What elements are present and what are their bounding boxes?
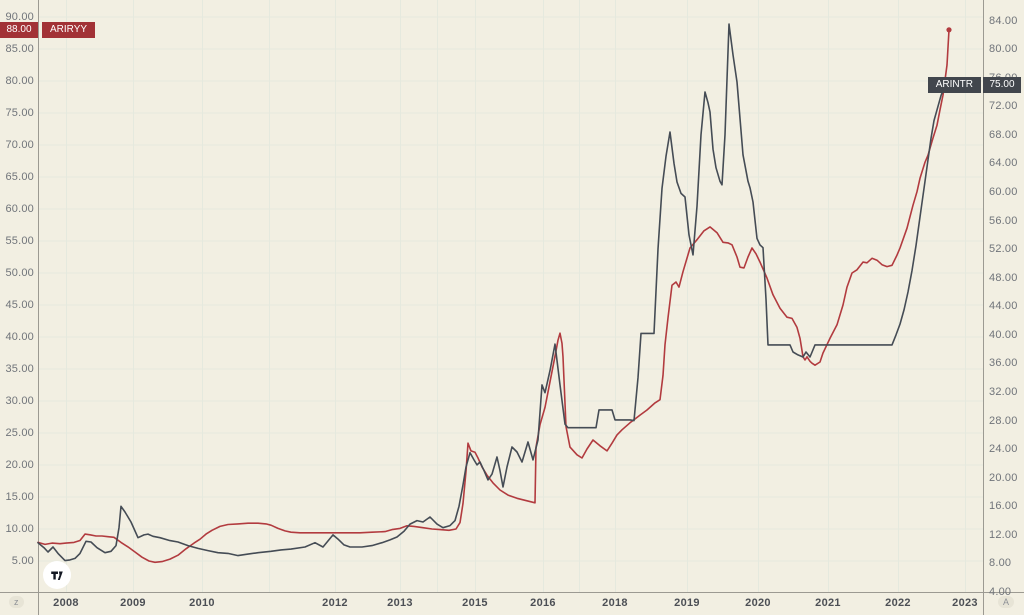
right-price-axis[interactable]: 84.0080.0076.0072.0068.0064.0060.0056.00… xyxy=(989,0,1024,598)
year-label[interactable]: 2013 xyxy=(387,597,413,609)
price-label: 90.00 xyxy=(5,11,34,23)
price-label: 24.00 xyxy=(989,443,1018,455)
price-label: 20.00 xyxy=(5,459,34,471)
arintr-price-badge[interactable]: 75.00 xyxy=(983,77,1021,93)
year-label[interactable]: 2022 xyxy=(885,597,911,609)
price-label: 36.00 xyxy=(989,357,1018,369)
price-label: 30.00 xyxy=(5,395,34,407)
tradingview-logo[interactable] xyxy=(43,561,71,589)
price-label: 55.00 xyxy=(5,235,34,247)
arintr-series-line[interactable] xyxy=(37,23,947,562)
price-label: 32.00 xyxy=(989,386,1018,398)
price-label: 48.00 xyxy=(989,272,1018,284)
price-label: 44.00 xyxy=(989,300,1018,312)
price-label: 16.00 xyxy=(989,500,1018,512)
price-label: 72.00 xyxy=(989,100,1018,112)
price-label: 68.00 xyxy=(989,129,1018,141)
year-label[interactable]: 2016 xyxy=(530,597,556,609)
year-label[interactable]: 2009 xyxy=(120,597,146,609)
price-label: 40.00 xyxy=(989,329,1018,341)
price-label: 50.00 xyxy=(5,267,34,279)
left-price-axis[interactable]: 90.00 85.00 80.00 75.00 70.00 65.00 60.00 55.00… xyxy=(0,0,34,592)
price-label: 40.00 xyxy=(5,331,34,343)
year-label[interactable]: 2023 xyxy=(952,597,978,609)
price-label: 56.00 xyxy=(989,215,1018,227)
price-label: 28.00 xyxy=(989,415,1018,427)
timezone-button[interactable]: z xyxy=(9,596,24,608)
price-label: 10.00 xyxy=(5,523,34,535)
price-label: 4.00 xyxy=(989,586,1012,598)
price-label: 12.00 xyxy=(989,529,1018,541)
year-label[interactable]: 2010 xyxy=(189,597,215,609)
arintr-name-tag[interactable]: ARINTR xyxy=(927,77,981,93)
price-label: 80.00 xyxy=(989,43,1018,55)
price-label: 25.00 xyxy=(5,427,34,439)
price-label: 75.00 xyxy=(5,107,34,119)
ariryy-price-badge[interactable]: 88.00 xyxy=(0,22,38,38)
price-label: 65.00 xyxy=(5,171,34,183)
price-label: 45.00 xyxy=(5,299,34,311)
year-label[interactable]: 2018 xyxy=(602,597,628,609)
price-label: 60.00 xyxy=(5,203,34,215)
price-label: 8.00 xyxy=(989,557,1012,569)
ariryy-name-tag[interactable]: ARIRYY xyxy=(42,22,96,38)
price-label: 70.00 xyxy=(5,139,34,151)
ariryy-series-line[interactable] xyxy=(37,28,950,564)
tradingview-logo-icon xyxy=(51,571,63,580)
price-label: 5.00 xyxy=(11,555,34,567)
price-label: 35.00 xyxy=(5,363,34,375)
price-label: 80.00 xyxy=(5,75,34,87)
ariryy-last-price-dot xyxy=(946,27,952,33)
year-label[interactable]: 2012 xyxy=(322,597,348,609)
grid-vertical-lines xyxy=(66,0,966,592)
price-label: 52.00 xyxy=(989,243,1018,255)
price-label: 85.00 xyxy=(5,43,34,55)
price-label: 64.00 xyxy=(989,157,1018,169)
price-label: 60.00 xyxy=(989,186,1018,198)
grid-horizontal-lines xyxy=(38,16,983,562)
autoscale-button[interactable]: A xyxy=(998,596,1015,608)
year-label[interactable]: 2015 xyxy=(462,597,488,609)
time-axis[interactable]: z A 2008 2009 2010 2012 2013 2015 2016 2018 2019… xyxy=(0,592,1024,615)
year-label[interactable]: 2020 xyxy=(745,597,771,609)
year-label[interactable]: 2008 xyxy=(53,597,79,609)
price-label: 84.00 xyxy=(989,15,1018,27)
year-label[interactable]: 2021 xyxy=(815,597,841,609)
price-label: 15.00 xyxy=(5,491,34,503)
year-label[interactable]: 2019 xyxy=(674,597,700,609)
price-label: 20.00 xyxy=(989,472,1018,484)
